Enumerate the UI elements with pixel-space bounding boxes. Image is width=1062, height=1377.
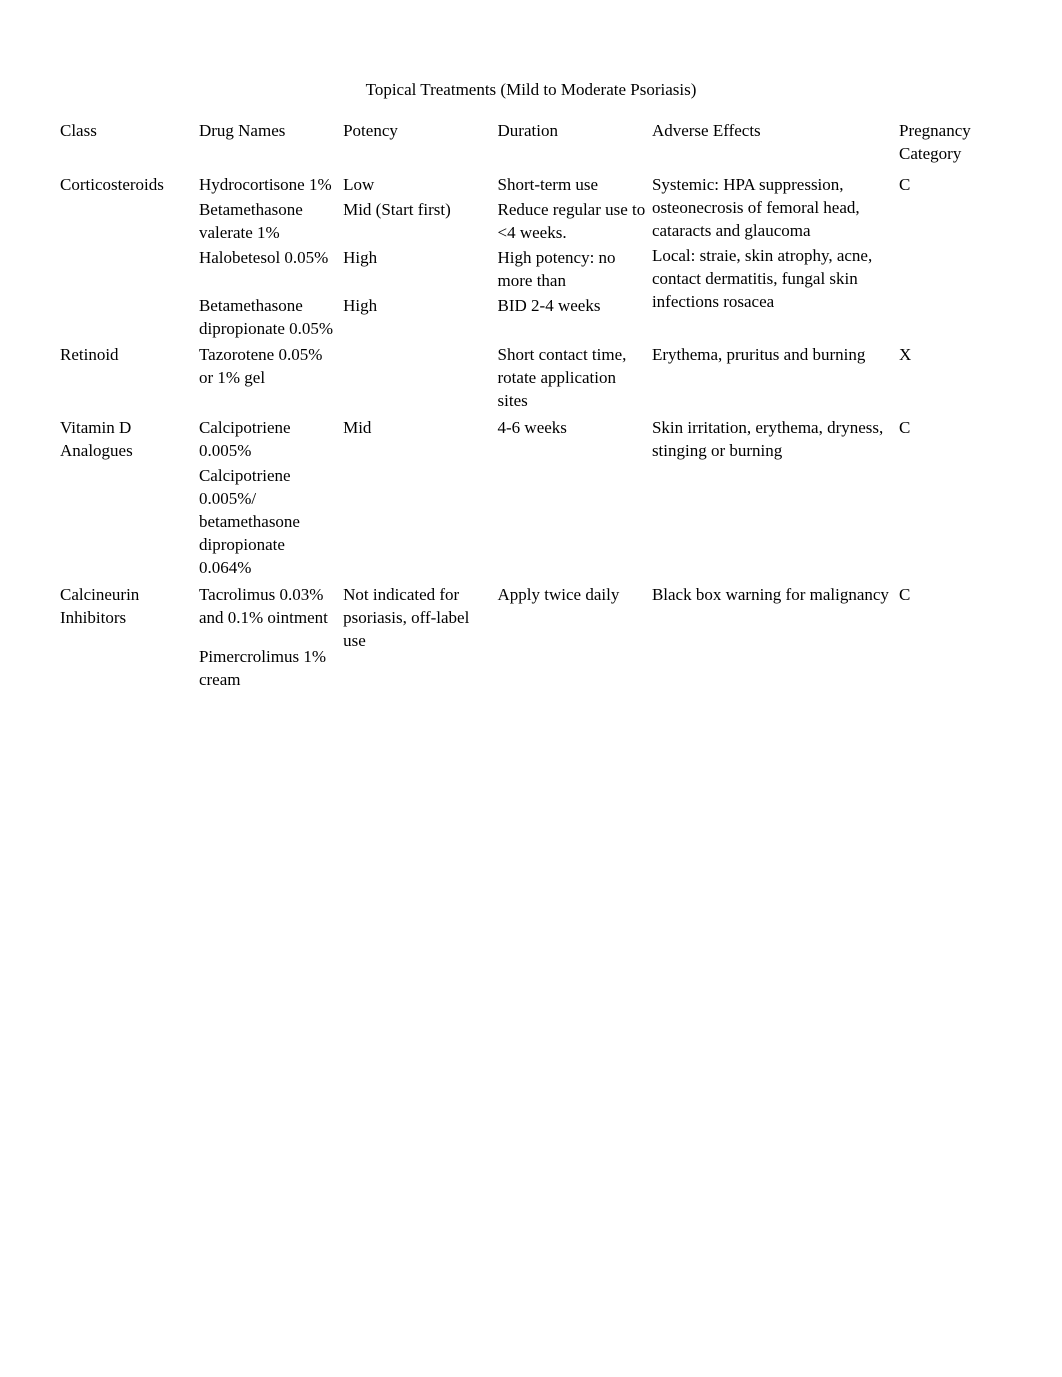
- cell-adverse: Skin irritation, erythema, dryness, stin…: [652, 415, 899, 582]
- cell-drug: Halobetesol 0.05%: [199, 247, 343, 295]
- cell-drug: Tacrolimus 0.03% and 0.1% ointment: [199, 582, 343, 632]
- header-potency: Potency: [343, 118, 497, 172]
- cell-drug: Calcipotriene 0.005%: [199, 415, 343, 465]
- cell-drug: Hydrocortisone 1%: [199, 172, 343, 199]
- cell-class: Vitamin D Analogues: [60, 415, 199, 582]
- cell-potency: Low: [343, 172, 497, 199]
- cell-potency: High: [343, 295, 497, 343]
- table-header-row: Class Drug Names Potency Duration Advers…: [60, 118, 1002, 172]
- adverse-text: Systemic: HPA suppression, osteonecrosis…: [652, 174, 895, 243]
- table-row: Retinoid Tazorotene 0.05% or 1% gel Shor…: [60, 342, 1002, 415]
- cell-drug: Betamethasone dipropionate 0.05%: [199, 295, 343, 343]
- header-pregnancy: Pregnancy Category: [899, 118, 1002, 172]
- cell-duration: High potency: no more than: [498, 247, 652, 295]
- cell-duration: 4-6 weeks: [498, 415, 652, 582]
- cell-duration: Apply twice daily: [498, 582, 652, 694]
- cell-pregnancy: C: [899, 415, 1002, 582]
- cell-class: Corticosteroids: [60, 172, 199, 343]
- table-row: Corticosteroids Hydrocortisone 1% Low Sh…: [60, 172, 1002, 199]
- cell-duration: BID 2-4 weeks: [498, 295, 652, 343]
- table-row: Vitamin D Analogues Calcipotriene 0.005%…: [60, 415, 1002, 465]
- cell-adverse: Black box warning for malignancy: [652, 582, 899, 694]
- cell-duration: Short-term use: [498, 172, 652, 199]
- adverse-text: Local: straie, skin atrophy, acne, conta…: [652, 245, 895, 314]
- header-duration: Duration: [498, 118, 652, 172]
- cell-adverse: Systemic: HPA suppression, osteonecrosis…: [652, 172, 899, 343]
- header-adverse: Adverse Effects: [652, 118, 899, 172]
- cell-drug: Betamethasone valerate 1%: [199, 199, 343, 247]
- cell-potency: Not indicated for psoriasis, off-label u…: [343, 582, 497, 694]
- cell-class: Calcineurin Inhibitors: [60, 582, 199, 694]
- header-drug: Drug Names: [199, 118, 343, 172]
- page-title: Topical Treatments (Mild to Moderate Pso…: [60, 80, 1002, 100]
- cell-potency: High: [343, 247, 497, 295]
- table-row: Calcineurin Inhibitors Tacrolimus 0.03% …: [60, 582, 1002, 632]
- cell-duration: Short contact time, rotate application s…: [498, 342, 652, 415]
- cell-duration: Reduce regular use to <4 weeks.: [498, 199, 652, 247]
- cell-potency: Mid: [343, 415, 497, 582]
- cell-drug: Calcipotriene 0.005%/ betamethasone dipr…: [199, 465, 343, 582]
- cell-pregnancy: X: [899, 342, 1002, 415]
- cell-potency: Mid (Start first): [343, 199, 497, 247]
- cell-pregnancy: C: [899, 172, 1002, 343]
- cell-potency: [343, 342, 497, 415]
- cell-drug: Tazorotene 0.05% or 1% gel: [199, 342, 343, 415]
- treatments-table: Class Drug Names Potency Duration Advers…: [60, 118, 1002, 694]
- cell-pregnancy: C: [899, 582, 1002, 694]
- header-class: Class: [60, 118, 199, 172]
- cell-drug: Pimercrolimus 1% cream: [199, 632, 343, 694]
- cell-class: Retinoid: [60, 342, 199, 415]
- cell-adverse: Erythema, pruritus and burning: [652, 342, 899, 415]
